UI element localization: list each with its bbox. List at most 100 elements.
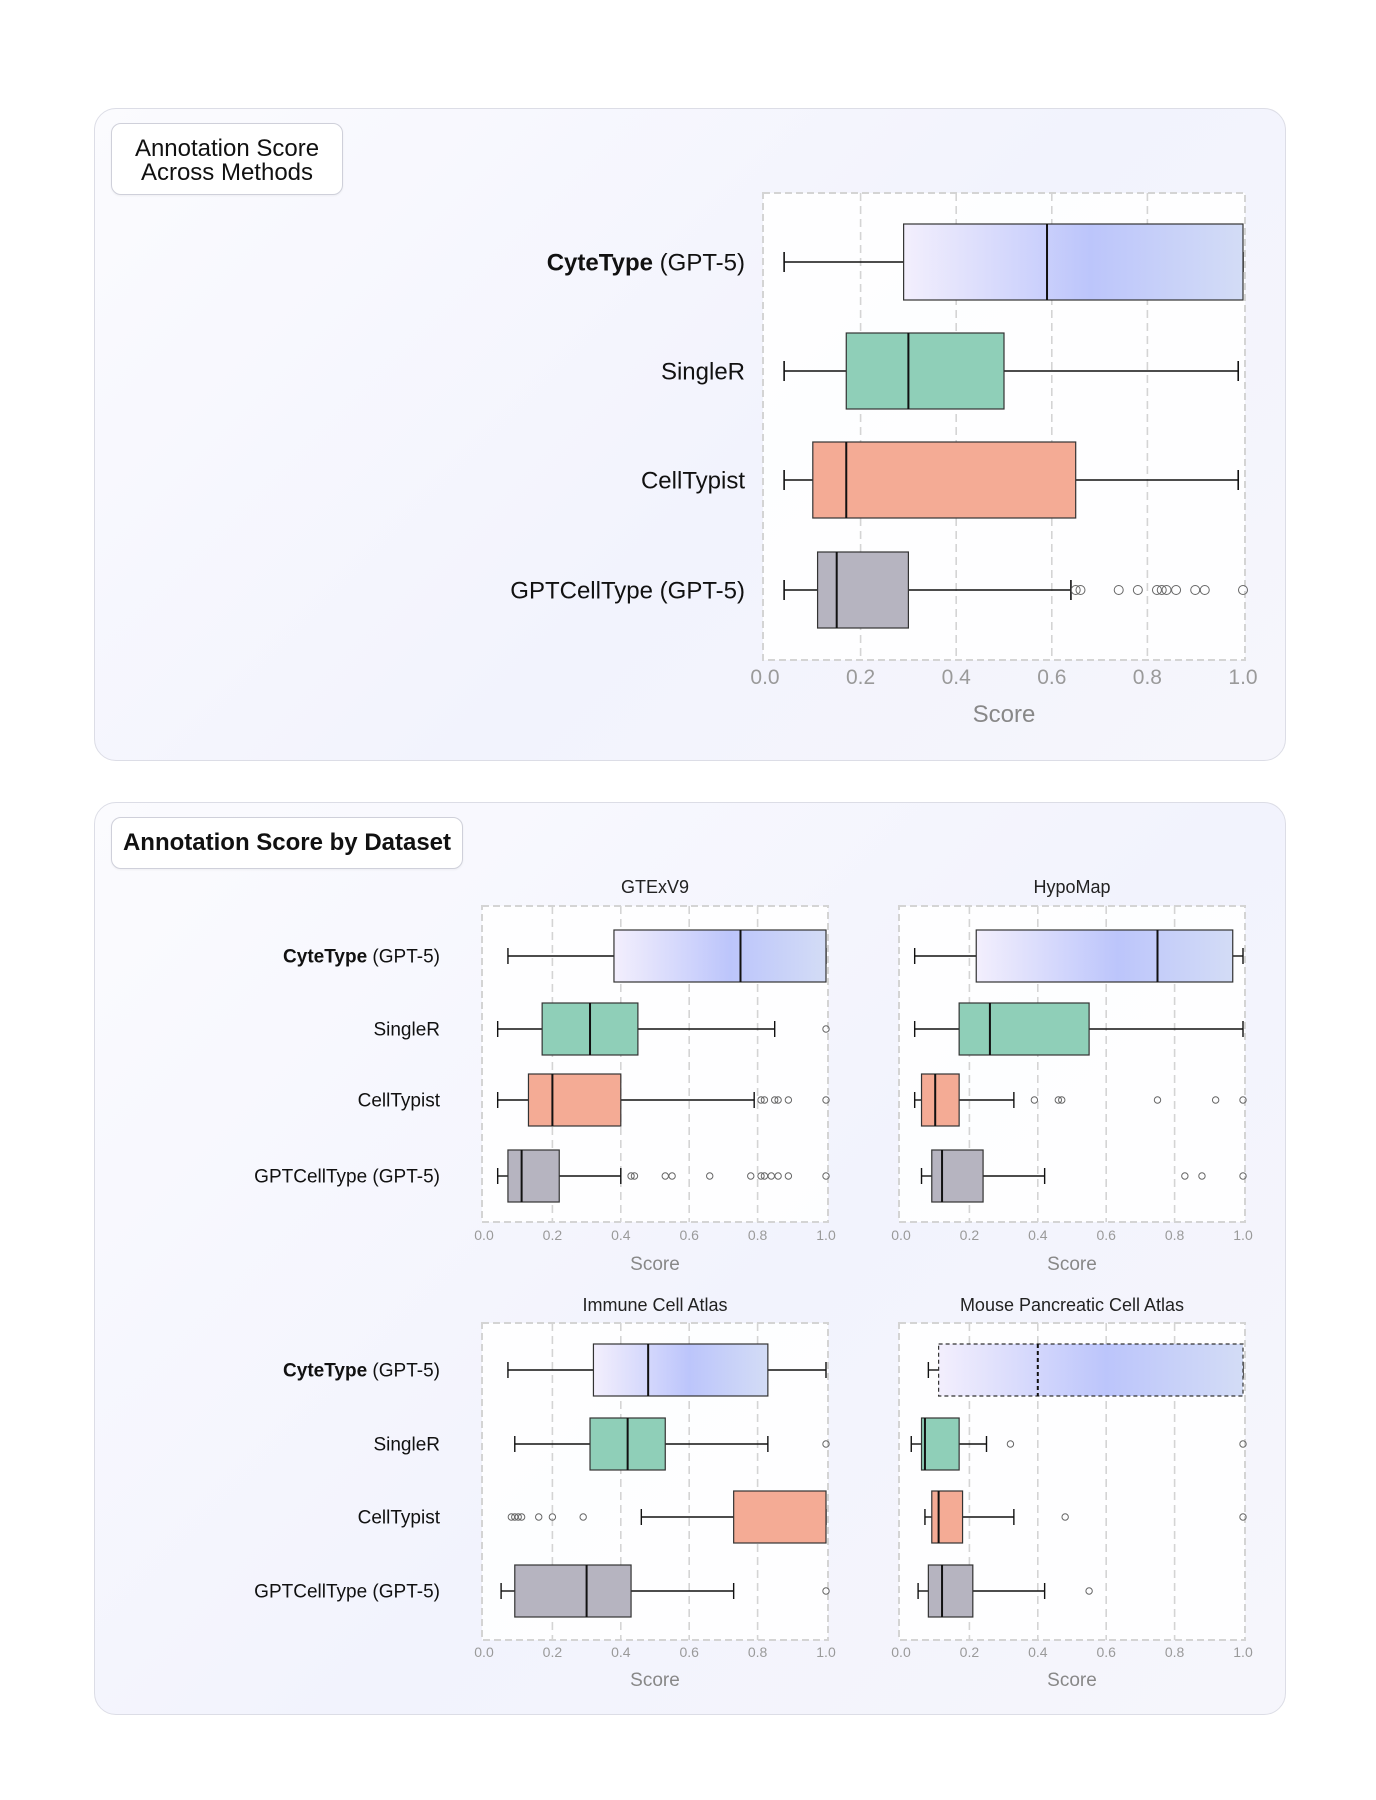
panel-title-line2: Across Methods <box>140 159 314 186</box>
outlier-point <box>747 1172 755 1180</box>
outlier-point <box>668 1172 676 1180</box>
box <box>931 1490 964 1544</box>
x-tick-label: 0.8 <box>1165 1227 1185 1243</box>
chart-2: 0.0 0.2 0.4 0.6 0.8 1.0 Score HypoMap <box>891 877 1253 1275</box>
subplot-title: HypoMap <box>1033 877 1110 897</box>
box <box>514 1564 632 1618</box>
outlier-point <box>1239 1096 1247 1104</box>
category-label: CellTypist <box>358 1091 441 1112</box>
panel-title-badge: Annotation Score by Dataset <box>111 817 463 869</box>
x-axis-label: Score <box>630 1254 680 1275</box>
box <box>613 929 827 983</box>
category-label: CyteType (GPT-5) <box>283 1361 440 1382</box>
outlier-point <box>757 1096 765 1104</box>
outlier-point <box>822 1096 830 1104</box>
chart-3: 0.0 0.2 0.4 0.6 0.8 1.0 Score Immune Cell Atlas… <box>254 1295 836 1691</box>
outlier-point <box>535 1513 543 1521</box>
outlier-point <box>784 1096 793 1104</box>
x-tick-label: 1.0 <box>816 1227 836 1243</box>
box <box>927 1564 974 1618</box>
x-tick-label: 1.0 <box>1233 1644 1253 1660</box>
box <box>816 551 910 629</box>
outlier-point <box>1075 585 1086 595</box>
outlier-point <box>1132 585 1143 595</box>
x-tick-label: 1.0 <box>1233 1227 1253 1243</box>
x-tick-label: 0.8 <box>748 1227 768 1243</box>
subplot-title: Immune Cell Atlas <box>582 1295 727 1315</box>
outlier-point <box>774 1096 782 1104</box>
outlier-point <box>630 1172 639 1180</box>
x-axis-label: Score <box>1047 1254 1097 1275</box>
outlier-point <box>1239 1172 1247 1180</box>
outlier-point <box>784 1172 793 1180</box>
outlier-point <box>1161 585 1172 595</box>
box <box>920 1073 960 1127</box>
panel-title-line1: Annotation Score <box>134 135 320 162</box>
outlier-point <box>1006 1440 1015 1448</box>
outlier-point <box>1061 1513 1069 1521</box>
box <box>975 929 1234 983</box>
outlier-point <box>822 1440 830 1448</box>
chart-4: 0.0 0.2 0.4 0.6 0.8 1.0 Score Mouse Pancreatic … <box>891 1295 1253 1691</box>
outlier-point <box>1239 1513 1247 1521</box>
x-tick-label: 0.2 <box>960 1227 980 1243</box>
x-tick-label: 0.4 <box>1028 1644 1048 1660</box>
outlier-point <box>1156 585 1167 595</box>
chart-1: 0.0 0.2 0.4 0.6 0.8 1.0 Score GTExV9 CyteType (G… <box>254 877 836 1275</box>
panel-title-badge: Annotation Score Across Methods <box>111 123 343 195</box>
outlier-point <box>1190 585 1201 595</box>
category-label: SingleR <box>373 1020 440 1041</box>
outlier-point <box>1030 1096 1039 1104</box>
x-tick-label: 0.6 <box>1096 1644 1116 1660</box>
x-tick-label: 0.0 <box>474 1227 494 1243</box>
subplot-title: Mouse Pancreatic Cell Atlas <box>960 1295 1184 1315</box>
outlier-point <box>757 1172 765 1180</box>
box <box>733 1490 827 1544</box>
box <box>592 1343 769 1397</box>
x-tick-label: 0.6 <box>1037 666 1066 689</box>
outlier-point <box>627 1172 635 1180</box>
category-label: SingleR <box>661 358 745 385</box>
category-label: SingleR <box>373 1435 440 1456</box>
box <box>920 1417 960 1471</box>
x-tick-label: 0.8 <box>748 1644 768 1660</box>
outlier-point <box>1239 1440 1247 1448</box>
outlier-point <box>774 1172 782 1180</box>
x-axis-label: Score <box>1047 1670 1097 1691</box>
x-tick-label: 0.6 <box>1096 1227 1116 1243</box>
x-tick-label: 0.8 <box>1133 666 1162 689</box>
outlier-point <box>822 1172 830 1180</box>
category-label: GPTCellType (GPT-5) <box>510 577 745 604</box>
x-tick-label: 0.2 <box>543 1227 563 1243</box>
box <box>845 332 1005 410</box>
outlier-point <box>1198 1172 1206 1180</box>
x-tick-label: 0.2 <box>960 1644 980 1660</box>
outlier-point <box>1181 1172 1189 1180</box>
x-tick-label: 0.2 <box>846 666 875 689</box>
box <box>812 441 1077 519</box>
x-tick-label: 0.0 <box>750 666 779 689</box>
x-tick-label: 0.4 <box>611 1644 631 1660</box>
outlier-point <box>822 1587 830 1595</box>
outlier-point <box>706 1172 714 1180</box>
outlier-point <box>1238 585 1248 595</box>
outlier-point <box>1171 585 1182 595</box>
outlier-point <box>514 1513 522 1521</box>
category-label: CellTypist <box>641 467 745 494</box>
box <box>938 1343 1244 1397</box>
box <box>527 1073 622 1127</box>
outlier-point <box>1113 585 1124 595</box>
x-tick-label: 1.0 <box>816 1644 836 1660</box>
outlier-point <box>771 1096 779 1104</box>
outlier-point <box>1070 585 1081 595</box>
chart-0: 0.0 0.2 0.4 0.6 0.8 1.0 Score CyteType (GPT-5) S… <box>510 192 1258 728</box>
outlier-point <box>1211 1096 1220 1104</box>
box <box>903 223 1244 301</box>
x-tick-label: 0.0 <box>474 1644 494 1660</box>
x-tick-label: 0.0 <box>891 1227 911 1243</box>
subplot-title: GTExV9 <box>621 877 689 897</box>
outlier-point <box>1058 1096 1066 1104</box>
outlier-point <box>1054 1096 1063 1104</box>
box <box>507 1149 560 1203</box>
outlier-point <box>822 1025 830 1033</box>
